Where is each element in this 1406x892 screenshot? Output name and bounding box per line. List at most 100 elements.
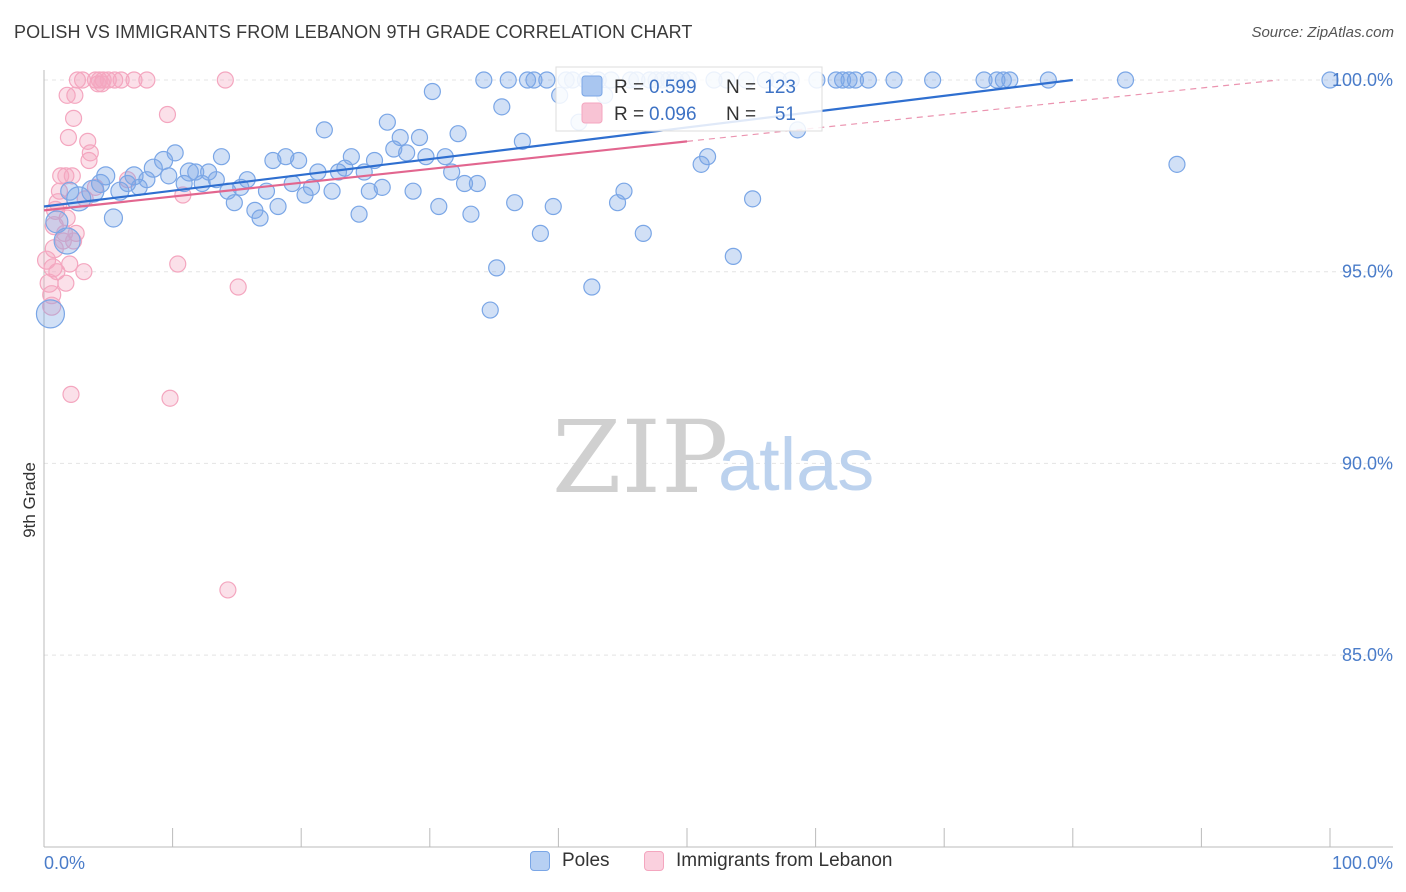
poles-point-61	[449, 125, 467, 143]
legend-swatch-lebanon	[644, 851, 664, 871]
poles-point-62	[455, 174, 474, 193]
poles-point-19	[179, 162, 199, 182]
poles-point-87	[615, 182, 633, 200]
poles-point-110	[827, 71, 845, 89]
poles-point-116	[924, 71, 942, 89]
poles-point-5	[81, 179, 105, 203]
poles-point-1	[53, 227, 81, 255]
poles-point-118	[988, 71, 1006, 89]
bottom-legend: Poles Immigrants from Lebanon	[0, 850, 1406, 880]
watermark-atlas: atlas	[718, 423, 874, 506]
poles-point-72	[518, 71, 537, 89]
poles-point-102	[724, 247, 742, 265]
poles-point-73	[525, 71, 543, 89]
lebanon-point-32	[81, 144, 99, 162]
poles-point-50	[378, 113, 396, 131]
y-tick-label-0: 100.0%	[1332, 70, 1393, 90]
legend-item-poles[interactable]: Poles	[530, 850, 610, 872]
poles-point-28	[238, 171, 256, 189]
lebanon-point-39	[99, 71, 117, 89]
poles-point-121	[1039, 71, 1057, 89]
lebanon-point-50	[219, 581, 237, 599]
poles-point-71	[513, 132, 531, 150]
poles-point-115	[885, 71, 903, 89]
poles-point-38	[302, 178, 321, 196]
poles-point-14	[143, 158, 163, 178]
poles-point-90	[634, 224, 652, 242]
lebanon-point-24	[66, 86, 84, 104]
poles-point-40	[315, 121, 333, 139]
poles-point-45	[350, 205, 368, 223]
poles-point-70	[506, 194, 524, 212]
poles-point-120	[1001, 71, 1019, 89]
series-lebanon-points	[36, 71, 247, 599]
stats-r-label-poles: R =	[614, 77, 644, 98]
lebanon-point-19	[61, 255, 79, 273]
lebanon-point-18	[59, 128, 78, 147]
stats-r-value-poles: 0.599	[649, 77, 697, 98]
poles-point-122	[1116, 71, 1135, 89]
stats-n-value-poles: 123	[764, 77, 796, 98]
lebanon-point-14	[57, 274, 75, 292]
poles-point-18	[175, 174, 193, 193]
poles-point-8	[103, 208, 124, 228]
poles-point-49	[373, 178, 391, 196]
poles-point-68	[493, 98, 511, 116]
poles-point-53	[398, 144, 416, 162]
lebanon-point-51	[229, 278, 247, 296]
y-axis-label: 9th Grade	[20, 462, 39, 538]
lebanon-point-20	[62, 385, 80, 403]
stats-r-label-lebanon: R =	[614, 104, 644, 125]
poles-point-16	[160, 167, 178, 185]
y-tick-label-3: 85.0%	[1342, 645, 1393, 665]
poles-point-23	[207, 171, 225, 189]
poles-point-66	[481, 301, 499, 319]
poles-point-104	[743, 190, 762, 208]
poles-point-34	[277, 148, 295, 166]
poles-point-41	[323, 182, 341, 200]
lebanon-point-44	[138, 71, 156, 89]
stats-r-value-lebanon: 0.096	[649, 104, 697, 125]
poles-point-36	[290, 151, 308, 170]
poles-point-57	[423, 82, 441, 101]
poles-point-32	[264, 151, 282, 170]
lebanon-point-15	[57, 167, 75, 185]
lebanon-point-0	[36, 250, 57, 270]
stats-n-value-lebanon: 51	[775, 104, 796, 125]
poles-point-2	[45, 210, 69, 234]
poles-point-64	[468, 174, 486, 193]
lebanon-point-45	[158, 105, 177, 124]
poles-point-124	[1321, 71, 1339, 89]
poles-point-0	[35, 299, 66, 329]
stats-legend: R = 0.599 N = 123 R = 0.096 N = 51	[555, 66, 823, 132]
watermark: ZIP atlas	[552, 399, 874, 516]
lebanon-point-28	[75, 263, 93, 281]
lebanon-point-49	[216, 71, 234, 89]
legend-item-lebanon[interactable]: Immigrants from Lebanon	[644, 850, 893, 872]
watermark-zip: ZIP	[552, 399, 728, 516]
poles-point-56	[417, 148, 435, 166]
stats-n-label-poles: N =	[726, 77, 756, 98]
chart-title: POLISH VS IMMIGRANTS FROM LEBANON 9TH GR…	[14, 22, 693, 42]
x-tick-label-1: 100.0%	[1332, 853, 1393, 873]
poles-point-4	[66, 186, 92, 212]
poles-point-47	[360, 182, 378, 200]
poles-point-117	[975, 71, 993, 89]
poles-point-55	[410, 128, 429, 147]
lebanon-point-8	[48, 263, 66, 281]
poles-point-54	[404, 182, 422, 200]
poles-point-114	[859, 71, 877, 89]
tick-labels: 100.0% 95.0% 90.0% 85.0% 0.0% 100.0%	[44, 70, 1393, 873]
poles-point-33	[269, 197, 287, 216]
poles-point-7	[96, 166, 116, 186]
trend-line-lebanon	[43, 140, 688, 212]
axes	[43, 70, 1393, 848]
poles-point-63	[462, 205, 480, 223]
trend-line-poles	[43, 78, 1073, 208]
lebanon-point-47	[169, 255, 187, 273]
poles-point-52	[391, 128, 409, 147]
y-tick-label-1: 95.0%	[1342, 262, 1393, 282]
legend-label-lebanon: Immigrants from Lebanon	[676, 850, 893, 871]
poles-point-99	[698, 148, 717, 166]
poles-point-75	[538, 71, 556, 89]
